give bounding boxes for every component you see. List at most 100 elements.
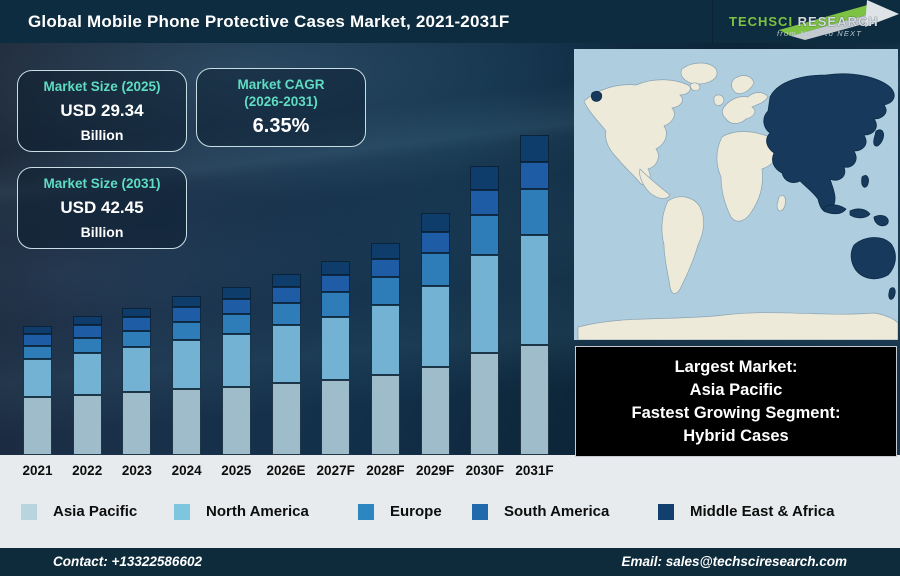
legend-swatch <box>21 503 37 520</box>
highlight-indonesia-west <box>823 204 847 215</box>
bar-segment-middle-east-africa <box>321 261 351 275</box>
bar-segment-south-america <box>271 287 301 303</box>
bar-segment-north-america <box>23 359 52 397</box>
bar-segment-middle-east-africa <box>172 296 202 307</box>
x-axis-label-2031F: 2031F <box>515 463 554 478</box>
legend-swatch <box>472 503 488 520</box>
highlight-new-zealand <box>888 287 896 300</box>
legend-swatch <box>174 503 190 520</box>
bar-segment-south-america <box>321 275 351 292</box>
highlight-asia <box>763 73 895 213</box>
market-cagr-heading: Market CAGR <box>237 77 325 92</box>
legend-label: Asia Pacific <box>53 503 138 520</box>
callout-line: Hybrid Cases <box>683 426 789 445</box>
legend-label: Europe <box>390 503 442 520</box>
highlight-australia <box>850 237 896 280</box>
legend-item-north-america: North America <box>174 503 309 520</box>
market-cagr-value: 6.35% <box>252 115 310 137</box>
callout-line: Asia Pacific <box>689 380 783 399</box>
x-axis-label-2030F: 2030F <box>465 463 504 478</box>
region-british-isles <box>713 94 725 106</box>
market-size-2031-unit: Billion <box>80 224 124 240</box>
bar-segment-middle-east-africa <box>72 316 102 325</box>
bar-segment-middle-east-africa <box>23 326 52 334</box>
bar-segment-europe <box>271 303 301 325</box>
bar-segment-middle-east-africa <box>420 213 450 232</box>
bar-segment-south-america <box>172 307 202 322</box>
market-size-2025-heading: Market Size (2025) <box>43 79 161 94</box>
bar-segment-north-america <box>221 334 251 387</box>
market-size-2025-value: USD 29.34 <box>60 101 144 120</box>
bar-segment-europe <box>470 215 500 255</box>
x-axis-label-2021: 2021 <box>22 463 53 478</box>
bar-2026E <box>271 274 301 455</box>
callout-line: Largest Market: <box>674 357 798 376</box>
x-axis-label-2028F: 2028F <box>366 463 405 478</box>
legend-label: North America <box>206 503 309 520</box>
highlight-indonesia-east <box>849 208 871 219</box>
continent-antarctica <box>577 312 899 341</box>
bar-segment-south-america <box>23 334 52 346</box>
x-axis-label-2025: 2025 <box>221 463 252 478</box>
bar-2025 <box>221 287 251 455</box>
legend-swatch <box>658 503 674 520</box>
bar-2021 <box>23 326 52 455</box>
legend-item-south-america: South America <box>472 503 609 520</box>
bar-segment-asia-pacific <box>72 395 102 455</box>
title-bar: Global Mobile Phone Protective Cases Mar… <box>0 0 900 43</box>
bar-segment-south-america <box>72 325 102 338</box>
x-axis-label-2024: 2024 <box>171 463 202 478</box>
region-madagascar <box>776 195 786 212</box>
highlight-japan <box>873 129 884 147</box>
bar-segment-europe <box>321 292 351 317</box>
bar-segment-asia-pacific <box>23 397 52 455</box>
bar-segment-asia-pacific <box>370 375 400 455</box>
logo-arrow-icon <box>779 0 899 40</box>
contact-phone: Contact: +13322586602 <box>53 554 202 569</box>
bar-segment-middle-east-africa <box>370 243 400 259</box>
techsci-logo: TechSci Research from NOW to NEXT <box>712 0 900 43</box>
bar-segment-south-america <box>122 317 152 331</box>
continent-south-america <box>661 196 704 294</box>
bar-segment-asia-pacific <box>420 367 450 455</box>
bar-segment-middle-east-africa <box>122 308 152 317</box>
highlight-new-guinea <box>873 215 889 227</box>
highlight-philippines <box>861 175 869 188</box>
bar-2023 <box>122 308 152 455</box>
continent-north-america <box>583 79 691 186</box>
bar-segment-north-america <box>122 347 152 392</box>
contact-email: Email: sales@techsciresearch.com <box>621 554 847 569</box>
market-size-2031-box: Market Size (2031) USD 42.45 Billion <box>17 167 187 249</box>
bar-2030F <box>470 166 500 455</box>
bar-segment-middle-east-africa <box>221 287 251 299</box>
x-axis-label-2029F: 2029F <box>415 463 455 478</box>
bar-2022 <box>72 316 102 455</box>
bar-segment-north-america <box>271 325 301 383</box>
bar-segment-middle-east-africa <box>470 166 500 190</box>
bar-2029F <box>420 213 450 455</box>
region-scandinavia <box>731 75 755 94</box>
x-axis-label-2027F: 2027F <box>316 463 355 478</box>
legend-item-asia-pacific: Asia Pacific <box>21 503 137 520</box>
bar-segment-north-america <box>321 317 351 380</box>
bar-segment-middle-east-africa <box>520 135 549 162</box>
bar-segment-asia-pacific <box>221 387 251 455</box>
bar-segment-south-america <box>470 190 500 215</box>
legend-swatch <box>358 503 374 520</box>
x-axis-label-2026E: 2026E <box>266 463 306 478</box>
bar-segment-north-america <box>72 353 102 395</box>
bar-segment-europe <box>221 314 251 334</box>
bar-segment-europe <box>23 346 52 359</box>
bar-segment-asia-pacific <box>520 345 549 455</box>
x-axis-label-2022: 2022 <box>72 463 103 478</box>
bar-segment-north-america <box>172 340 202 389</box>
bar-2028F <box>370 243 400 455</box>
bar-segment-europe <box>370 277 400 305</box>
footer-bar: Contact: +13322586602 Email: sales@techs… <box>0 548 900 576</box>
bar-segment-south-america <box>370 259 400 277</box>
region-iceland <box>689 82 701 92</box>
market-size-2031-value: USD 42.45 <box>60 198 144 217</box>
x-axis-label-2023: 2023 <box>121 463 152 478</box>
axis-and-legend-band: 2021 2022 2023 2024 2025 2026E 2027F 2028F 2029F… <box>0 455 900 548</box>
